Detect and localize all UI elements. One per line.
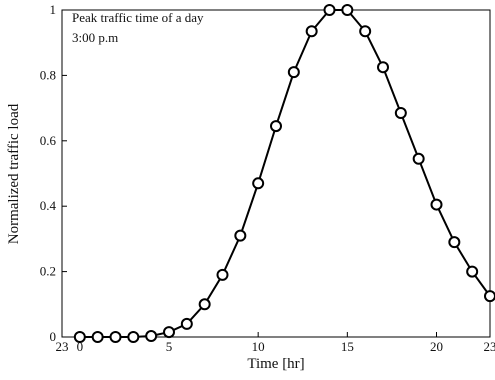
data-point — [430, 198, 443, 211]
x-tick-label: 10 — [252, 339, 265, 354]
data-point — [323, 4, 336, 16]
data-point — [484, 290, 495, 303]
data-point — [305, 25, 318, 38]
data-point — [127, 331, 140, 343]
data-point — [412, 152, 425, 165]
data-point — [145, 330, 158, 343]
x-tick-label: 23 — [56, 339, 69, 354]
y-tick-label: 1 — [50, 2, 57, 17]
x-tick-label: 23 — [484, 339, 495, 354]
y-axis-label: Normalized traffic load — [6, 103, 22, 244]
data-point — [73, 331, 86, 343]
annotation: 3:00 p.m — [72, 30, 118, 45]
x-tick-label: 20 — [430, 339, 443, 354]
data-point — [180, 317, 193, 330]
annotation: Peak traffic time of a day — [72, 10, 204, 25]
x-tick-label: 5 — [166, 339, 173, 354]
data-point — [466, 265, 479, 278]
data-point — [341, 4, 354, 16]
data-point — [287, 66, 300, 79]
data-point — [234, 229, 247, 242]
x-tick-label: 0 — [77, 339, 84, 354]
data-point — [163, 326, 175, 339]
data-point — [359, 25, 372, 38]
data-point — [198, 298, 211, 311]
y-tick-label: 0.8 — [40, 67, 56, 82]
y-tick-label: 0 — [50, 329, 57, 344]
data-point — [216, 268, 229, 281]
data-point — [270, 120, 282, 133]
data-point — [377, 61, 389, 74]
series-line — [79, 9, 491, 338]
y-tick-label: 0.4 — [40, 198, 57, 213]
plot-frame — [61, 9, 491, 338]
y-tick-label: 0.6 — [40, 133, 57, 148]
x-axis-label: Time [hr] — [247, 356, 304, 372]
data-point — [394, 107, 407, 120]
data-point — [91, 331, 104, 343]
data-point — [448, 236, 461, 249]
y-tick-label: 0.2 — [40, 264, 56, 279]
data-point — [109, 331, 122, 343]
x-tick-label: 15 — [341, 339, 354, 354]
data-point — [252, 177, 265, 190]
